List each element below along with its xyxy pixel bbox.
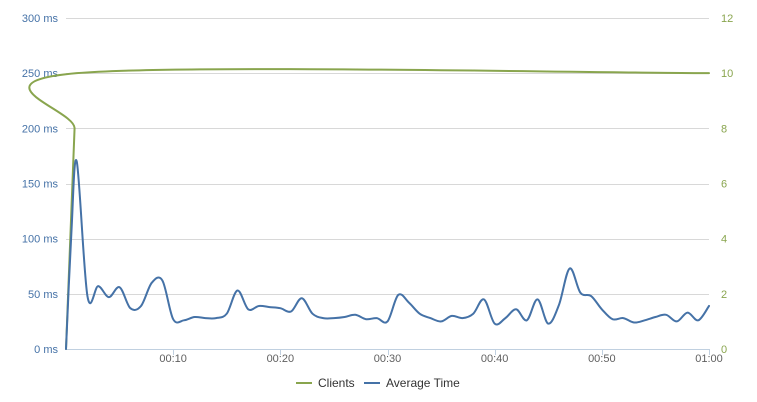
legend-item-clients[interactable]: Clients — [296, 376, 355, 390]
x-tick-label: 00:20 — [267, 353, 295, 365]
y-right-tick-label: 4 — [721, 234, 727, 246]
clients-line — [28, 68, 710, 350]
y-left-tick-label: 100 ms — [22, 234, 59, 246]
average-time-line — [65, 159, 710, 350]
y-left-tick-label: 200 ms — [22, 123, 59, 135]
y-right-tick-label: 6 — [721, 179, 727, 191]
legend[interactable]: Clients Average Time — [296, 376, 460, 390]
legend-label-clients: Clients — [318, 376, 355, 390]
y-left-tick-label: 300 ms — [22, 13, 59, 25]
x-tick-label: 01:00 — [695, 353, 723, 365]
series-lines — [28, 68, 710, 350]
y-right-tick-label: 2 — [721, 289, 727, 301]
y-left-tick-label: 0 ms — [34, 344, 58, 356]
grid-lines — [66, 18, 709, 295]
x-tick-label: 00:50 — [588, 353, 616, 365]
y-right-tick-label: 12 — [721, 13, 733, 25]
y-left-tick-label: 50 ms — [28, 289, 58, 301]
y-right-tick-label: 10 — [721, 68, 733, 80]
y-right-tick-label: 8 — [721, 123, 727, 135]
y-left-tick-label: 150 ms — [22, 179, 59, 191]
x-tick-label: 00:10 — [159, 353, 187, 365]
legend-label-average-time: Average Time — [386, 376, 460, 390]
x-tick-label: 00:30 — [374, 353, 402, 365]
x-tick-label: 00:40 — [481, 353, 509, 365]
legend-item-average-time[interactable]: Average Time — [364, 376, 460, 390]
y-right-tick-label: 0 — [721, 344, 727, 356]
